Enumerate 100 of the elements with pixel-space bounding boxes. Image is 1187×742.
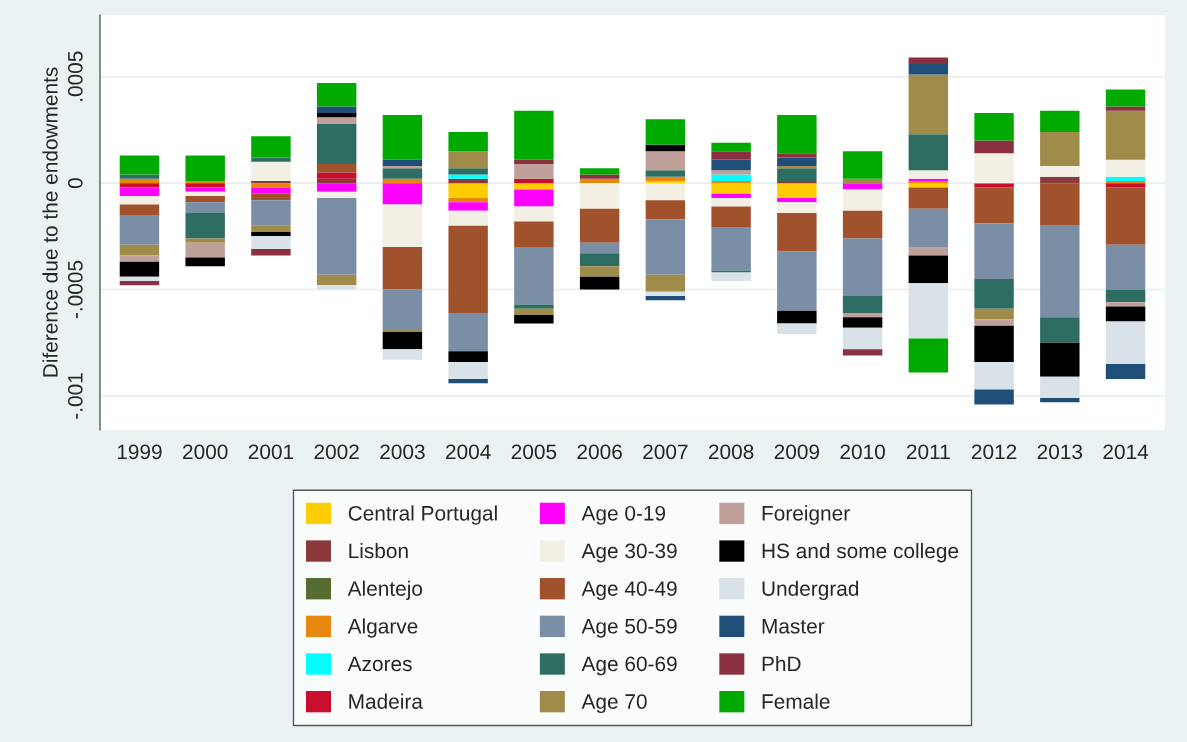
x-tick-label: 2000 xyxy=(183,444,228,460)
bar xyxy=(316,112,357,118)
bar xyxy=(645,181,686,184)
bar xyxy=(119,174,160,179)
bar xyxy=(1105,321,1146,365)
bar xyxy=(645,219,686,275)
bar xyxy=(514,308,554,316)
bar xyxy=(185,195,225,203)
bar xyxy=(1040,110,1080,133)
bar xyxy=(908,63,949,75)
x-tick-label: 2006 xyxy=(577,444,622,460)
bar xyxy=(448,198,488,203)
y-axis-title: Diference due to the endowments xyxy=(42,67,58,377)
legend-label: Age 0-19 xyxy=(581,505,666,525)
bar xyxy=(448,168,488,175)
bar xyxy=(382,178,423,184)
bar xyxy=(1105,187,1146,245)
bar xyxy=(711,270,751,273)
bar xyxy=(908,183,949,188)
bar xyxy=(645,295,686,301)
bar xyxy=(514,163,554,179)
bar xyxy=(514,189,554,207)
bar xyxy=(711,227,751,271)
legend-label: Age 40-49 xyxy=(581,581,677,601)
legend-label: Foreigner xyxy=(762,505,850,525)
bar xyxy=(777,202,817,213)
bar xyxy=(316,191,357,199)
x-tick-label: 2003 xyxy=(380,444,425,460)
bar xyxy=(251,157,291,162)
bar xyxy=(711,183,751,194)
bar xyxy=(974,278,1014,309)
bar xyxy=(316,183,357,192)
bar xyxy=(974,319,1014,326)
legend-label: Age 30-39 xyxy=(581,543,677,563)
y-tick-label: .0005 xyxy=(67,51,83,101)
legend-label: Lisbon xyxy=(349,542,408,559)
bar xyxy=(579,253,620,267)
bar xyxy=(1105,176,1146,181)
bar xyxy=(777,181,817,184)
bar xyxy=(382,166,423,169)
legend-label: Azores xyxy=(347,656,412,672)
bar xyxy=(842,317,883,328)
bar xyxy=(1105,110,1146,160)
legend-label: PhD xyxy=(762,655,801,672)
x-tick-label: 2001 xyxy=(248,444,294,460)
bar xyxy=(777,115,817,154)
legend-label: Age 50-59 xyxy=(581,618,677,638)
bar xyxy=(1105,244,1146,290)
bar xyxy=(974,183,1014,188)
x-tick-label: 2011 xyxy=(906,444,950,460)
bar xyxy=(711,181,751,184)
bar xyxy=(382,329,423,333)
bar xyxy=(119,276,160,282)
bar xyxy=(251,187,291,194)
bar xyxy=(185,187,225,192)
bar xyxy=(842,183,883,190)
legend-label: HS and some college xyxy=(762,542,959,563)
bar xyxy=(579,174,620,179)
bar xyxy=(645,151,686,171)
bar xyxy=(974,187,1014,224)
bar xyxy=(251,193,291,201)
bar xyxy=(645,274,686,292)
x-tick-label: 2005 xyxy=(511,444,557,460)
bar xyxy=(185,183,225,188)
bar xyxy=(777,157,817,167)
bar xyxy=(711,174,751,181)
bar xyxy=(514,315,554,324)
bar xyxy=(842,238,883,296)
bar xyxy=(1105,306,1146,322)
x-tick-label: 2009 xyxy=(774,444,820,460)
bar xyxy=(579,276,620,290)
bar xyxy=(448,151,488,169)
bar xyxy=(119,178,160,184)
bar xyxy=(974,361,1014,390)
x-tick-label: 2004 xyxy=(446,444,491,460)
legend-label: Central Portugal xyxy=(348,505,497,525)
bar xyxy=(908,57,949,64)
bar xyxy=(842,151,883,179)
bar xyxy=(645,176,686,181)
bar xyxy=(382,115,423,160)
bar xyxy=(316,117,357,124)
bar xyxy=(1105,106,1146,111)
bar xyxy=(711,198,751,207)
bar xyxy=(448,183,488,199)
bar xyxy=(382,289,423,330)
bar xyxy=(185,191,225,196)
bar xyxy=(448,225,488,313)
bar xyxy=(1040,317,1080,343)
bar xyxy=(1040,166,1080,177)
bar xyxy=(579,266,620,277)
bar xyxy=(251,225,291,233)
bar xyxy=(1040,398,1080,403)
bar xyxy=(448,210,488,226)
bar xyxy=(1040,342,1080,377)
bar xyxy=(251,232,291,237)
bar xyxy=(316,274,357,286)
bar xyxy=(908,283,949,339)
bar xyxy=(842,312,883,318)
legend-label: Madeira xyxy=(349,693,423,709)
bar xyxy=(711,159,751,171)
